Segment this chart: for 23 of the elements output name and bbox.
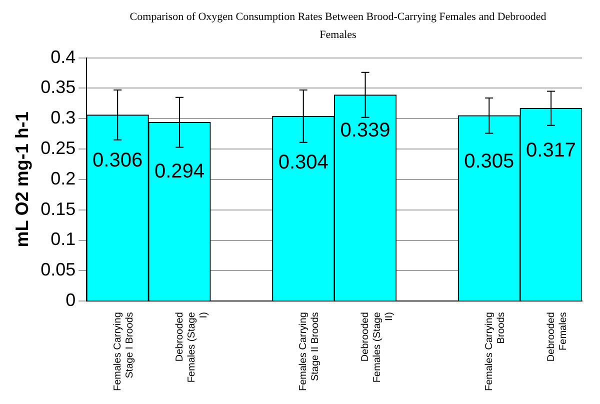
x-tick-label: Females Carrying Broods: [484, 312, 507, 392]
chart-title: Comparison of Oxygen Consumption Rates Between Brood-Carrying Females and Debrooded Females: [128, 10, 548, 43]
x-tick-label: Females Carrying Stage II Broods: [298, 312, 322, 392]
data-label: 0.305: [464, 150, 514, 173]
y-tick-label: 0: [66, 290, 76, 310]
y-tick-label: 0.4: [50, 46, 76, 67]
data-label: 0.294: [154, 160, 205, 183]
y-axis-title: mL O2 mg-1 h-1: [12, 112, 32, 248]
y-tick-label: 0.25: [40, 138, 76, 158]
x-tick-label: Females Carrying Stage I Broods: [112, 312, 136, 392]
y-tick-label: 0.3: [50, 108, 76, 128]
data-label: 0.339: [340, 120, 390, 142]
y-tick-label: 0.35: [40, 77, 76, 98]
y-tick-label: 0.2: [50, 168, 76, 188]
x-tick-label: Debrooded Females: [546, 312, 569, 362]
data-label: 0.304: [278, 152, 328, 174]
x-tick-label: Debrooded Females (Stage II): [360, 312, 396, 383]
data-label: 0.306: [92, 150, 143, 172]
x-tick-label: Debrooded Females (Stage I): [174, 312, 210, 383]
y-tick-label: 0.1: [50, 229, 76, 250]
data-label: 0.317: [526, 140, 576, 162]
y-tick-label: 0.05: [40, 260, 76, 280]
y-tick-label: 0.15: [40, 198, 76, 219]
